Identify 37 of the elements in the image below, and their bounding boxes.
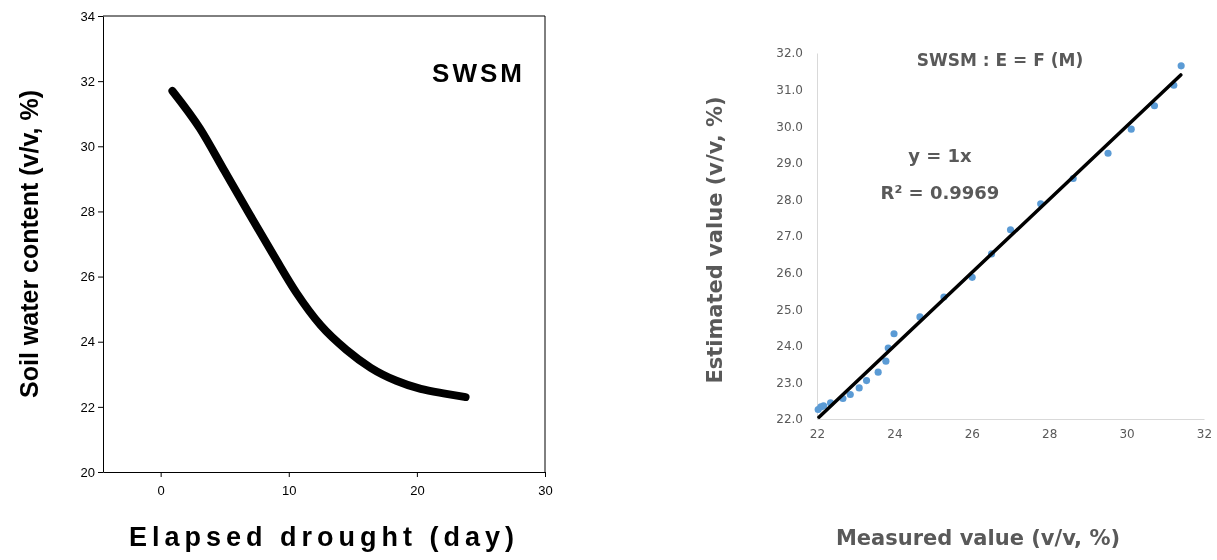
x-tick-label: 24 (887, 426, 903, 441)
x-tick-label: 30 (1119, 426, 1135, 441)
y-axis-title: Soil water content (v/v, %) (15, 90, 43, 398)
x-tick-label: 28 (1042, 426, 1058, 441)
x-tick-label: 30 (538, 482, 553, 498)
y-tick-label: 28.0 (776, 192, 803, 207)
y-tick-label: 26.0 (776, 265, 803, 280)
x-tick-label: 26 (964, 426, 980, 441)
y-axis-title: Estimated value (v/v, %) (703, 96, 727, 384)
y-tick-label: 30 (80, 138, 95, 154)
y-tick-label: 29.0 (776, 156, 803, 171)
y-tick-label: 26 (80, 269, 95, 285)
annotation: y = 1x (908, 145, 973, 166)
x-tick-label: 10 (282, 482, 297, 498)
y-tick-label: 24.0 (776, 339, 803, 354)
y-tick-label: 32 (80, 73, 95, 89)
x-axis-title: Measured value (v/v, %) (835, 526, 1121, 550)
y-tick-label: 25.0 (776, 302, 803, 317)
y-tick-label: 20 (80, 464, 95, 480)
y-tick-label: 23.0 (776, 375, 803, 390)
y-tick-label: 28 (80, 204, 95, 220)
y-tick-label: 34 (80, 8, 95, 24)
y-tick-label: 24 (80, 334, 95, 350)
y-tick-label: 30.0 (776, 119, 803, 134)
x-tick-label: 32 (1196, 426, 1213, 441)
x-tick-label: 20 (410, 482, 425, 498)
x-tick-label: 22 (809, 426, 826, 441)
y-tick-label: 27.0 (776, 229, 803, 244)
x-axis-title: Elapsed drought (day) (128, 522, 520, 552)
chart-title: SWSM : E = F (M) (916, 50, 1084, 70)
text: SWSM (432, 58, 525, 88)
annotation: R² = 0.9969 (880, 182, 1000, 203)
y-tick-label: 22 (80, 399, 95, 415)
y-tick-label: 31.0 (776, 82, 803, 97)
y-tick-label: 32.0 (776, 46, 803, 61)
y-tick-label: 22.0 (776, 412, 803, 427)
x-tick-label: 0 (157, 482, 165, 498)
